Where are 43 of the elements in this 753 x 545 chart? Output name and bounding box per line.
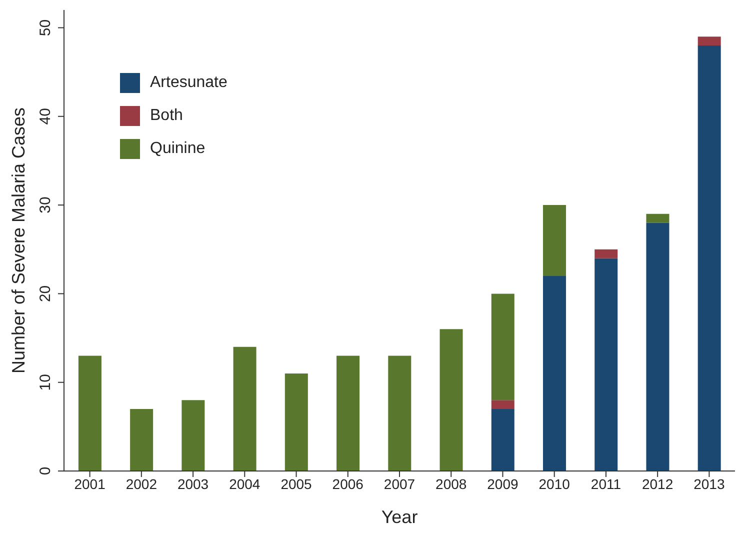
y-tick-label: 20 bbox=[37, 285, 54, 302]
x-tick-label: 2006 bbox=[332, 476, 364, 492]
y-axis-title: Number of Severe Malaria Cases bbox=[8, 107, 28, 374]
x-tick-label: 2008 bbox=[436, 476, 467, 492]
bar bbox=[491, 400, 514, 409]
bar bbox=[284, 373, 308, 471]
x-tick-label: 2001 bbox=[74, 476, 106, 492]
x-tick-label: 2004 bbox=[229, 476, 260, 492]
bar bbox=[542, 205, 566, 276]
x-tick-label: 2002 bbox=[126, 476, 158, 492]
legend-label: Quinine bbox=[150, 140, 206, 158]
bar bbox=[542, 276, 566, 471]
bar bbox=[646, 222, 670, 471]
bar bbox=[440, 329, 463, 471]
x-tick-label: 2009 bbox=[487, 476, 519, 492]
bar bbox=[78, 356, 102, 471]
y-tick-label: 30 bbox=[37, 196, 54, 214]
bar bbox=[491, 294, 514, 400]
bar bbox=[233, 346, 256, 471]
bar bbox=[336, 356, 360, 471]
y-tick-label: 10 bbox=[37, 374, 54, 391]
x-axis-title: Year bbox=[381, 507, 418, 527]
y-tick-label: 0 bbox=[37, 466, 54, 476]
bar bbox=[388, 356, 412, 471]
bar bbox=[491, 408, 514, 471]
legend-label: Artesunate bbox=[150, 74, 228, 92]
y-tick-label: 50 bbox=[37, 19, 54, 36]
x-tick-label: 2003 bbox=[177, 476, 209, 492]
bar bbox=[698, 36, 721, 46]
bar bbox=[594, 258, 618, 471]
x-tick-label: 2012 bbox=[642, 476, 674, 492]
legend-label: Both bbox=[150, 106, 183, 124]
bar bbox=[594, 249, 618, 258]
bar bbox=[130, 408, 154, 471]
x-tick-label: 2010 bbox=[538, 476, 570, 492]
bar bbox=[646, 214, 670, 223]
x-tick-label: 2007 bbox=[384, 476, 416, 492]
x-tick-label: 2011 bbox=[590, 476, 622, 492]
bar bbox=[698, 45, 721, 471]
bar bbox=[182, 400, 205, 471]
x-tick-label: 2005 bbox=[280, 476, 312, 492]
x-tick-label: 2013 bbox=[694, 476, 725, 492]
y-tick-label: 40 bbox=[37, 108, 54, 125]
